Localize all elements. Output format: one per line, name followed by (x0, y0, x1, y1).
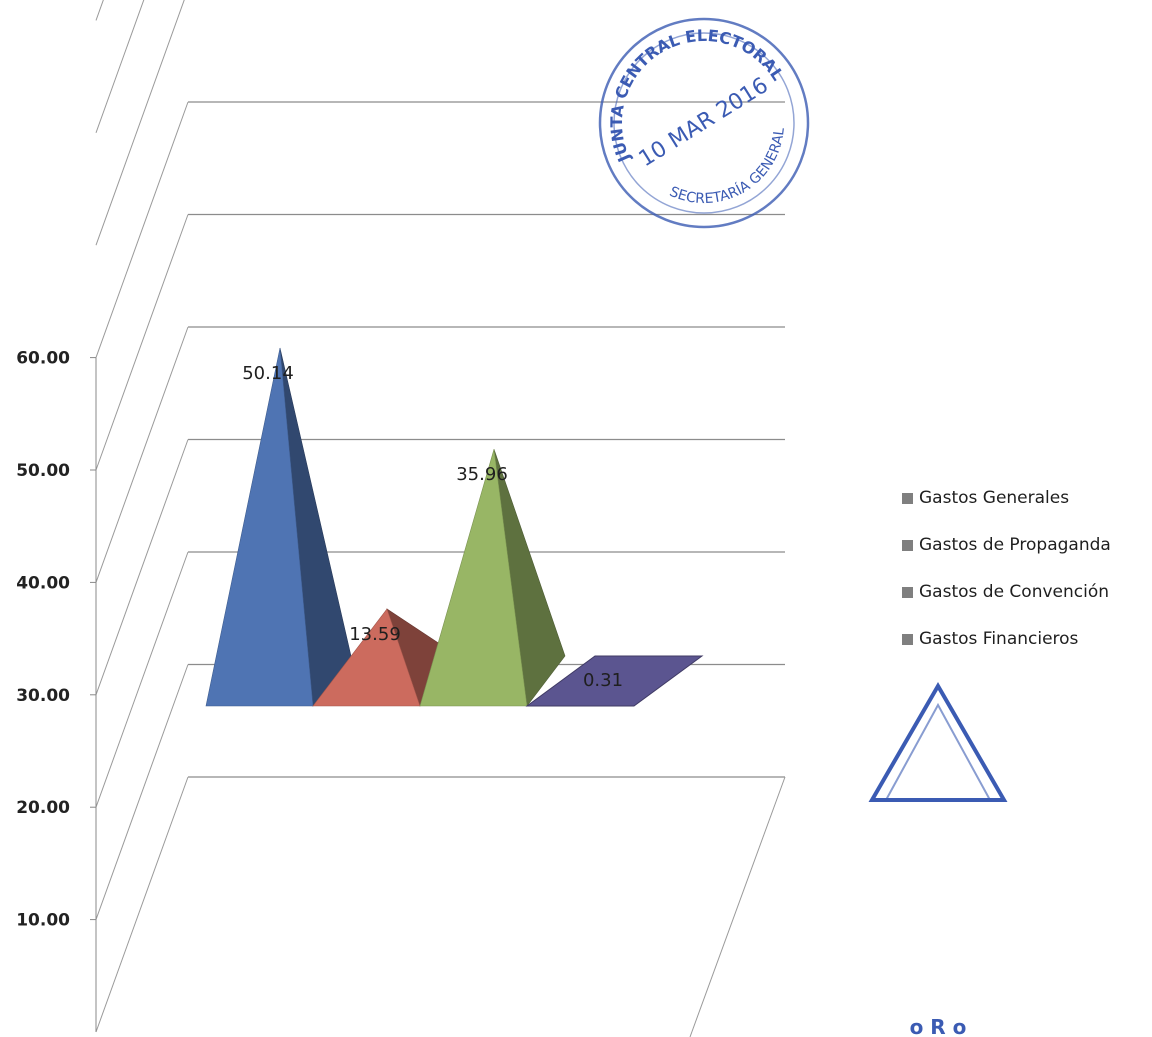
triangle-stamp: o R o (868, 682, 1008, 1037)
floor-edge (689, 776, 786, 1037)
depth-line (95, 214, 189, 471)
legend-item: Gastos de Convención (902, 580, 1152, 604)
legend-label: Gastos Generales (919, 488, 1070, 508)
round-stamp: JUNTA CENTRAL ELECTORAL 10 MAR 2016 SECR… (573, 0, 810, 231)
legend-swatch (902, 539, 913, 551)
legend-swatch (902, 586, 913, 598)
stamp-date: 10 MAR 2016 (635, 73, 773, 172)
depth-line (95, 664, 189, 920)
legend-item: Gastos de Propaganda (902, 533, 1152, 557)
legend: Gastos Generales Gastos de Propaganda Gast… (902, 486, 1152, 674)
pyramid-top-face (525, 655, 704, 707)
pyramid-bar (419, 449, 566, 707)
depth-line (95, 551, 189, 808)
pyramid-bar (525, 655, 704, 707)
gridlines (95, 0, 786, 1037)
triangle-stamp-text: o R o (910, 1015, 967, 1037)
legend-item: Gastos Financieros (902, 627, 1152, 651)
legend-label: Gastos Financieros (919, 629, 1079, 649)
y-tick-label: 30.00 (16, 686, 70, 706)
y-tick-label: 50.00 (16, 461, 70, 481)
y-tick-label: 20.00 (16, 798, 70, 818)
depth-line (95, 776, 189, 1033)
legend-label: Gastos de Propaganda (919, 535, 1111, 555)
data-labels: 50.14 13.59 35.96 0.31 (242, 363, 623, 691)
depth-line (95, 0, 185, 246)
depth-line (95, 101, 189, 358)
depth-line (95, 326, 189, 583)
depth-line (95, 0, 145, 133)
legend-swatch (902, 633, 913, 645)
y-axis: 10.00 20.00 30.00 40.00 50.00 60.00 (16, 349, 97, 1032)
pyramid-bar (205, 347, 352, 707)
legend-label: Gastos de Convención (919, 582, 1110, 602)
data-label: 50.14 (242, 363, 294, 384)
data-label: 35.96 (456, 464, 508, 485)
pyramid-front-face (312, 608, 421, 707)
y-tick-label: 40.00 (16, 573, 70, 593)
y-tick-label: 60.00 (16, 349, 70, 369)
legend-item: Gastos Generales (902, 486, 1152, 510)
data-label: 0.31 (583, 670, 623, 691)
pyramid-bars (205, 347, 704, 707)
legend-swatch (902, 492, 913, 504)
pyramid-front-face (205, 347, 314, 707)
pyramid-front-face (419, 449, 528, 707)
y-tick-label: 10.00 (16, 911, 70, 931)
depth-line (95, 0, 104, 21)
depth-line (95, 439, 189, 695)
data-label: 13.59 (349, 624, 401, 645)
